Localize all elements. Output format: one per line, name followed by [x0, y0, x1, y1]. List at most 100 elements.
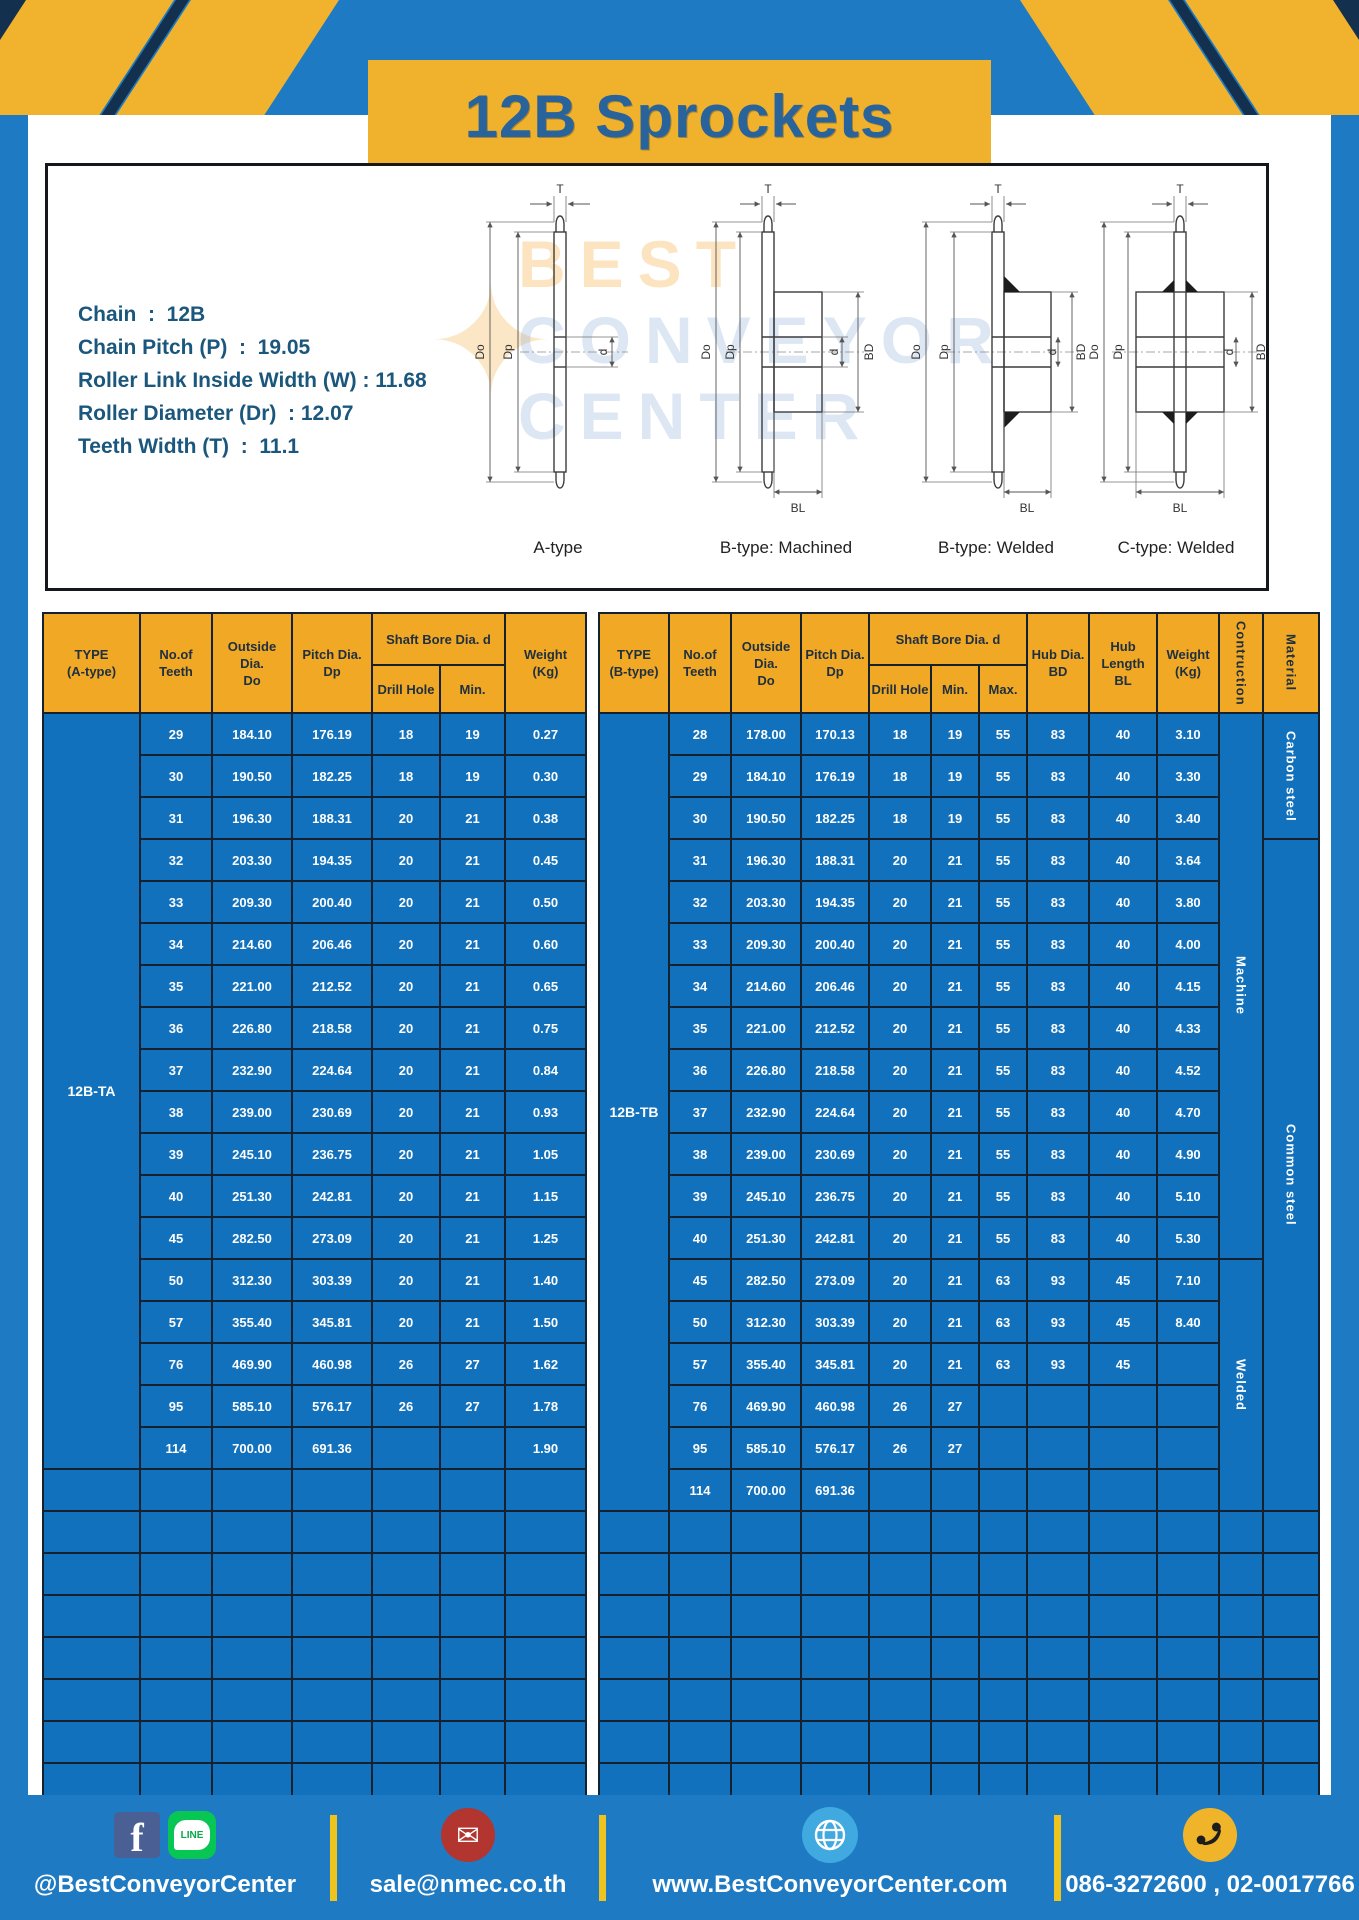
table-cell: 29 [668, 754, 732, 798]
globe-icon [802, 1807, 858, 1863]
table-cell: 21 [439, 1090, 506, 1134]
table-cell: 700.00 [211, 1426, 293, 1470]
table-cell: 273.09 [800, 1258, 870, 1302]
table-row: 12B-TB 28 178.00 170.13 18 19 55 83 40 3.10 Machin… [598, 712, 1321, 1512]
table-cell [1156, 1552, 1221, 1596]
table-cell [1088, 1552, 1159, 1596]
table-cell: 21 [930, 1258, 980, 1302]
table-cell: 36 [139, 1006, 213, 1050]
footer-divider [599, 1814, 606, 1901]
table-row: 95 585.10 576.17 26 27 [599, 1426, 1319, 1470]
table-cell: 3.10 [1156, 712, 1221, 756]
dim-label-t: T [764, 182, 772, 196]
social-handle: @BestConveyorCenter [33, 1871, 297, 1898]
table-cell: 21 [930, 1342, 980, 1386]
table-cell: 236.75 [291, 1132, 373, 1176]
table-cell: 27 [930, 1384, 980, 1428]
col-header-outside-dia: Outside Dia. Do [211, 612, 293, 714]
table-row: 40 251.30 242.81 20 21 55 83 40 5.30 [599, 1216, 1319, 1260]
table-row-blank [42, 1720, 587, 1764]
mail-icon: ✉ [441, 1808, 495, 1862]
table-row: 34 214.60 206.46 20 21 55 83 40 4.15 [599, 964, 1319, 1008]
col-header-teeth: No.of Teeth [139, 612, 213, 714]
table-cell: 4.90 [1156, 1132, 1221, 1176]
table-cell [730, 1552, 802, 1596]
table-cell: 55 [977, 1132, 1029, 1176]
table-cell [291, 1678, 373, 1722]
table-cell: 20 [868, 1216, 932, 1260]
table-cell: 21 [439, 922, 506, 966]
table-cell: 18 [868, 796, 932, 840]
table-cell: 40 [1088, 1216, 1159, 1260]
table-cell [868, 1636, 932, 1680]
table-row: 114 700.00 691.36 1.90 [43, 1426, 587, 1470]
table-cell: 188.31 [291, 796, 373, 840]
table-cell: 18 [868, 754, 932, 798]
table-cell: 0.45 [504, 838, 587, 882]
table-cell: 345.81 [800, 1342, 870, 1386]
table-cell: 200.40 [291, 880, 373, 924]
table-cell [868, 1552, 932, 1596]
table-cell [371, 1636, 441, 1680]
table-cell [371, 1468, 441, 1512]
table-cell: 245.10 [211, 1132, 293, 1176]
table-cell: 20 [371, 796, 441, 840]
table-cell [371, 1510, 441, 1554]
table-cell: 20 [371, 1048, 441, 1092]
table-cell: 76 [139, 1342, 213, 1386]
table-cell: 251.30 [211, 1174, 293, 1218]
diagram-caption: C-type: Welded [1117, 538, 1235, 557]
table-row: 32 203.30 194.35 20 21 0.45 [43, 838, 587, 882]
table-cell [139, 1510, 213, 1554]
table-cell [1218, 1678, 1265, 1722]
table-cell: 55 [977, 838, 1029, 882]
table-a-tbody: 12B-TA 29 184.10 176.19 18 19 0.27 30 190.50 182.… [42, 712, 587, 1806]
dim-label-do: Do [909, 344, 923, 360]
table-cell: 83 [1026, 1174, 1091, 1218]
table-cell: 355.40 [730, 1342, 802, 1386]
table-cell [977, 1384, 1029, 1428]
col-header-drill-hole: Drill Hole [371, 664, 441, 714]
table-cell: 1.25 [504, 1216, 587, 1260]
col-header-pitch-dia: Pitch Dia. Dp [291, 612, 373, 714]
table-cell: 196.30 [211, 796, 293, 840]
table-cell: 63 [977, 1342, 1029, 1386]
table-cell [930, 1636, 980, 1680]
table-row: 30 190.50 182.25 18 19 0.30 [43, 754, 587, 798]
table-cell [211, 1510, 293, 1554]
table-cell: 232.90 [211, 1048, 293, 1092]
table-cell: 34 [668, 964, 732, 1008]
table-cell: 33 [139, 880, 213, 924]
col-header-max: Max. [977, 664, 1029, 714]
table-cell [1088, 1468, 1159, 1512]
table-cell: 83 [1026, 712, 1091, 756]
table-cell: 32 [139, 838, 213, 882]
table-cell: 190.50 [211, 754, 293, 798]
table-cell: 3.30 [1156, 754, 1221, 798]
table-cell [1088, 1510, 1159, 1554]
table-cell: 114 [668, 1468, 732, 1512]
table-cell: 188.31 [800, 838, 870, 882]
table-cell [139, 1636, 213, 1680]
table-row: 57 355.40 345.81 20 21 63 93 45 [599, 1342, 1319, 1386]
dim-label-d: d [596, 349, 610, 356]
table-cell [42, 1678, 141, 1722]
table-cell: 5.10 [1156, 1174, 1221, 1218]
table-cell: 36 [668, 1048, 732, 1092]
table-cell [1156, 1342, 1221, 1386]
table-cell: 460.98 [291, 1342, 373, 1386]
table-cell: 40 [1088, 922, 1159, 966]
table-cell: 214.60 [211, 922, 293, 966]
table-cell: 21 [439, 796, 506, 840]
table-cell: 83 [1026, 1006, 1091, 1050]
table-cell: 190.50 [730, 796, 802, 840]
table-cell: 691.36 [291, 1426, 373, 1470]
table-cell: 21 [930, 880, 980, 924]
diagram-c-welded: T Do Dp d BD BL C-type: Welded [1086, 180, 1266, 580]
table-cell: 21 [439, 1048, 506, 1092]
table-cell: 83 [1026, 838, 1091, 882]
table-cell [504, 1552, 587, 1596]
table-cell: 206.46 [800, 964, 870, 1008]
table-row: 50 312.30 303.39 20 21 1.40 [43, 1258, 587, 1302]
table-cell: 26 [868, 1384, 932, 1428]
